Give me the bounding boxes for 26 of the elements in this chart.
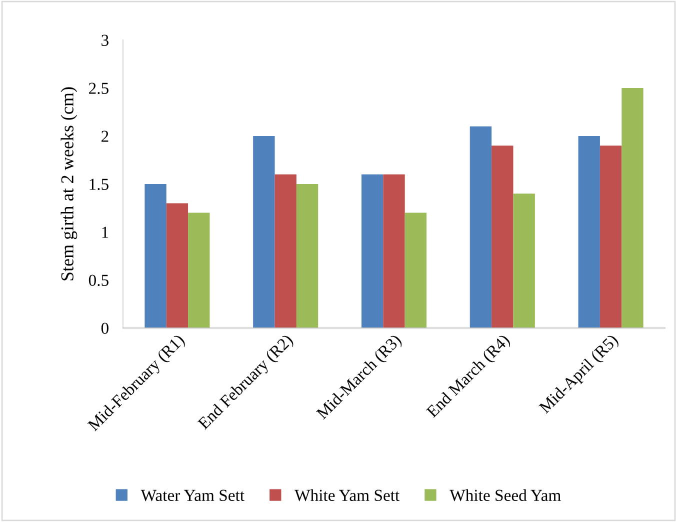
y-tick-label: 0 (101, 322, 108, 334)
y-axis-title: Stem girth at 2 weeks (cm) (60, 87, 78, 280)
bar (144, 184, 166, 328)
bar (361, 174, 384, 328)
y-tick-label: 1.5 (90, 178, 108, 190)
bar (404, 212, 427, 328)
legend-label: White Seed Yam (450, 489, 561, 502)
bar (166, 203, 188, 328)
y-tick-label: 2.5 (89, 82, 108, 94)
bar (383, 174, 405, 328)
y-tick-label: 3 (102, 34, 108, 46)
bar (188, 212, 210, 328)
bar (492, 146, 514, 328)
y-tick-label: 0.5 (88, 274, 108, 286)
bar (470, 126, 492, 328)
y-tick-label: 2 (102, 130, 108, 142)
y-tick-label: 1 (102, 226, 108, 238)
legend-label: Water Yam Sett (140, 490, 244, 502)
bar (253, 136, 275, 328)
bar (578, 136, 600, 328)
legend-label: White Yam Sett (294, 489, 400, 502)
bar (513, 194, 535, 328)
bar (622, 88, 644, 328)
bar (600, 146, 622, 328)
bar (274, 174, 296, 328)
bar (296, 184, 318, 328)
